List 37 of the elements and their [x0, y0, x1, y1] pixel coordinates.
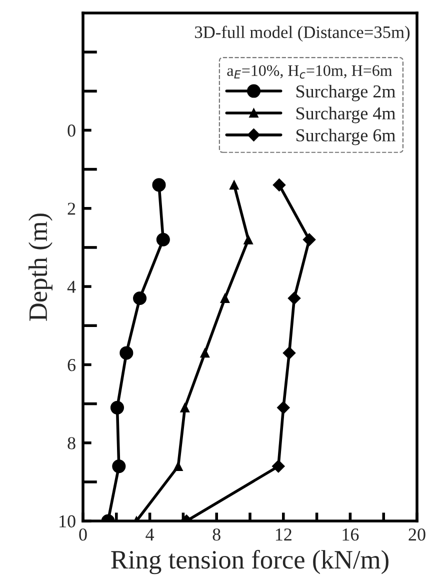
- x-tick-label: 4: [146, 528, 154, 540]
- point: [110, 400, 124, 414]
- annotation: 3D-full model (Distance=35m): [195, 26, 410, 42]
- y-tick-label: 2: [68, 202, 76, 215]
- point: [112, 460, 126, 474]
- y-tick-label: 4: [67, 280, 76, 293]
- point: [120, 346, 134, 360]
- x-tick-label: 12: [276, 528, 292, 540]
- point: [220, 294, 230, 303]
- point: [282, 346, 296, 360]
- x-tick-label: 0: [79, 528, 87, 541]
- legend-label: Surcharge 2m: [296, 84, 396, 102]
- point: [152, 178, 166, 192]
- x-tick-label: 8: [212, 528, 220, 541]
- x-axis-title: Ring tension force (kN/m): [111, 550, 388, 574]
- point: [302, 233, 316, 246]
- point: [244, 234, 254, 244]
- point: [288, 292, 301, 305]
- point: [133, 291, 147, 306]
- point: [174, 462, 183, 471]
- point: [200, 348, 210, 358]
- y-axis-title: Depth (m): [28, 214, 52, 321]
- legend-title: a$_{E}$=10%, H$_{c}$=10m, H=6m: [227, 65, 392, 79]
- legend-label: Surcharge 6m: [296, 128, 396, 146]
- point: [272, 460, 285, 473]
- legend-label: Surcharge 4m: [296, 106, 396, 124]
- y-tick-label: 10: [60, 515, 76, 528]
- point: [180, 402, 190, 412]
- point: [272, 178, 286, 192]
- y-tick-label: 0: [68, 124, 76, 137]
- point: [229, 180, 239, 190]
- y-tick-label: 6: [68, 359, 76, 372]
- x-tick-label: 20: [408, 528, 426, 541]
- y-tick-label: 8: [68, 437, 76, 450]
- point: [276, 401, 290, 414]
- point: [156, 232, 170, 246]
- x-tick-label: 16: [342, 528, 359, 541]
